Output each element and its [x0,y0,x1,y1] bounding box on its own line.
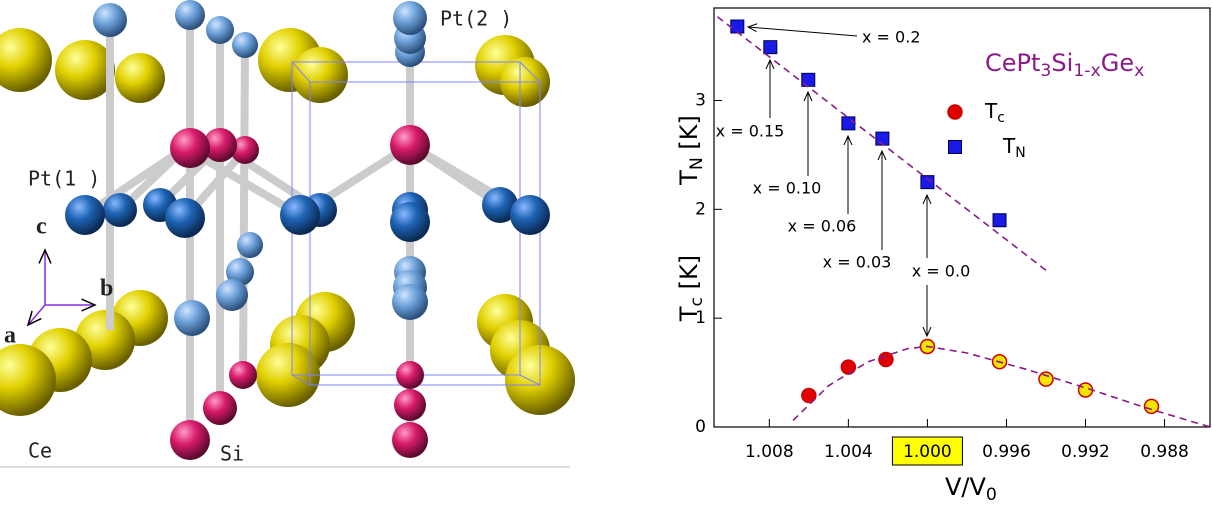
axes-triad [28,250,95,325]
point [878,351,894,368]
text-part: [K] [675,255,703,297]
text-part: T [675,306,703,322]
x-tick-label: 0.996 [982,442,1031,462]
annotation: x = 0.2 [862,28,921,47]
point [840,359,857,375]
text-part: V/V [945,473,987,501]
point [841,116,856,131]
point [1143,398,1160,415]
point [920,175,935,190]
y-tick-label: 0 [695,417,706,437]
axis-name: a [4,323,16,349]
fit-line [716,16,1047,271]
legend-symbol [947,104,963,120]
annotation-arrow [748,27,858,37]
point [801,72,816,87]
legend-symbol [948,140,962,154]
label: TN [K] [675,115,707,186]
annotation: x = 0.0 [912,262,971,281]
legend-label: Tc [984,99,1005,127]
label: Tc [K] [675,255,707,322]
legend-label: TN [1002,134,1026,162]
structure-label: Pt(2 ) [440,7,512,31]
tick-highlight [891,436,963,466]
subscript: N [1015,145,1025,161]
text-part: Si [1051,49,1073,77]
subscript: 3 [1040,61,1051,81]
y-tick-label: 1 [695,308,706,328]
x-tick-label: 1.008 [745,442,794,462]
yellow-atoms [0,28,575,416]
x-tick-label: 0.992 [1061,442,1110,462]
subscript: 0 [986,485,997,505]
point [730,19,745,34]
y-tick-label: 3 [695,91,706,111]
structure-label: Si [220,442,244,466]
text-part: T [1002,134,1016,158]
fit-line [792,345,1211,428]
y-tick-label: 2 [695,199,706,219]
point [992,213,1007,228]
subscript: c [997,110,1005,126]
axis-name: c [36,214,47,240]
text-part: T [675,170,703,186]
point [801,387,817,404]
point [763,40,778,55]
structure-label: Pt(1 ) [28,167,100,191]
plot-frame [713,7,1211,428]
text-part: T [984,99,998,123]
annotation: x = 0.10 [753,179,822,198]
label: CePt3Si1-xGex [985,49,1144,81]
text-part: Ge [1101,49,1134,77]
subscript: 1-x [1073,61,1100,81]
dark-blue-atoms [65,187,550,242]
x-tick-label: 1.000 [903,442,952,462]
subscript: c [687,297,707,307]
subscript: x [1134,61,1144,81]
text-part: [K] [675,115,703,157]
annotation: x = 0.06 [788,217,857,236]
structure-label: Ce [28,439,52,463]
x-tick-label: 1.004 [824,442,873,462]
text-part: CePt [985,49,1040,77]
light-blue-atoms [93,0,428,336]
x-tick-label: 0.988 [1140,442,1189,462]
crystal-structure: Pt(2 ) Pt(1 ) c b a Ce Si [0,0,575,468]
annotation: x = 0.03 [823,253,892,272]
label: V/V0 [945,473,997,505]
axis-name: b [100,276,113,302]
magenta-atoms [170,125,430,460]
annotation: x = 0.15 [716,122,785,141]
rods [82,15,533,440]
subscript: N [687,157,707,170]
point [1038,371,1054,387]
